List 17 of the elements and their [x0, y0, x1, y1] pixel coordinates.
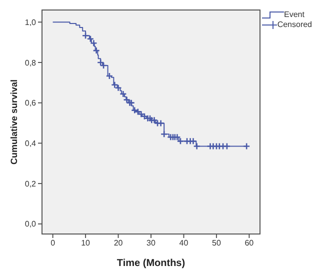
x-tick-label: 60 [244, 238, 254, 248]
y-tick-label: 0,8 [24, 58, 37, 68]
y-tick-label: 0,2 [24, 179, 37, 188]
y-tick-label: 0,6 [24, 98, 37, 108]
y-tick-label: 1,0 [24, 18, 37, 27]
x-tick-label: 10 [81, 238, 91, 248]
legend-label: Censored [277, 20, 312, 30]
y-axis-title: Cumulative survival [9, 79, 20, 165]
x-axis-title: Time (Months) [116, 258, 186, 269]
y-tick-label: 0,0 [24, 220, 37, 229]
x-tick-label: 50 [212, 238, 222, 248]
y-tick-label: 0,4 [24, 139, 37, 148]
legend-label: Event [284, 10, 304, 20]
x-tick-label: 40 [179, 238, 189, 248]
x-tick-label: 0 [50, 238, 56, 248]
x-tick-label: 20 [114, 238, 124, 248]
x-tick-label: 30 [146, 238, 156, 248]
